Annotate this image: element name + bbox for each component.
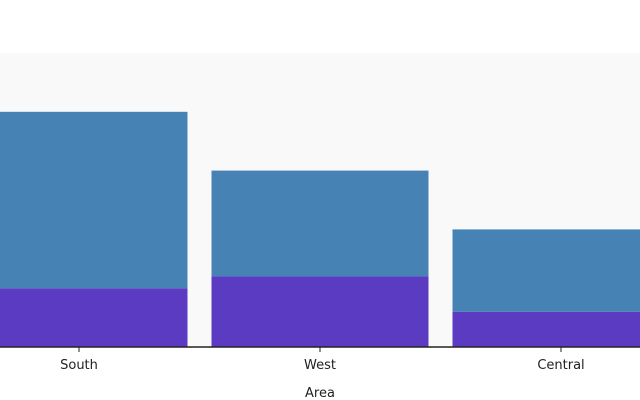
x-tick-label: South xyxy=(60,358,98,373)
bar-south-segment-2 xyxy=(0,111,188,289)
bar-central-segment-1 xyxy=(452,311,640,347)
x-tick-label: West xyxy=(304,358,336,373)
bar-west-segment-2 xyxy=(211,170,429,277)
bar-central-segment-2 xyxy=(452,229,640,312)
bars-group xyxy=(0,111,640,347)
x-axis-title: Area xyxy=(305,386,335,400)
x-ticks-group: South West Central xyxy=(60,347,585,373)
x-tick-label: Central xyxy=(537,358,584,373)
bar-south-segment-1 xyxy=(0,288,188,347)
bar-west-segment-1 xyxy=(211,276,429,347)
